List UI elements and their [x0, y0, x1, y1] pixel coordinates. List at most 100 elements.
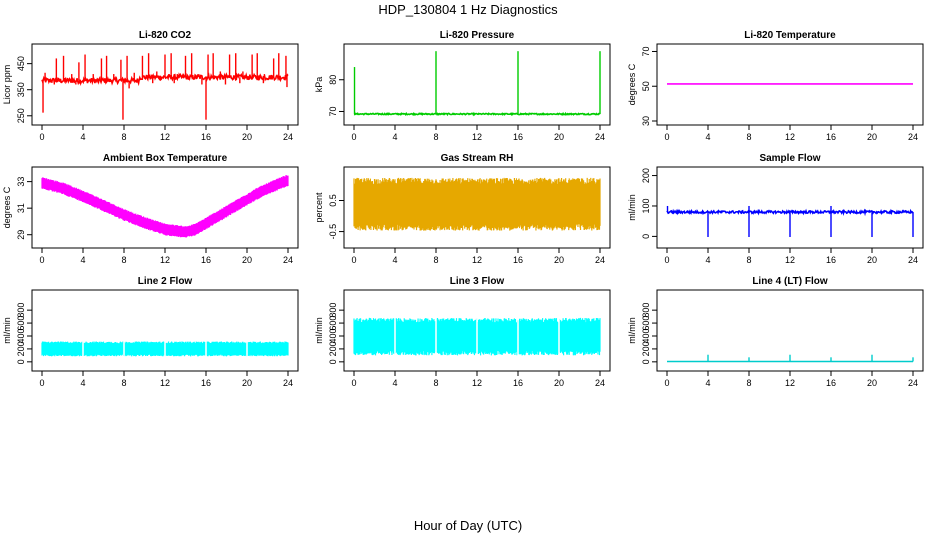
chart-panel: Line 2 Flow ml/min 0 4 8 12 16 20 24 0 20040060080…: [2, 276, 299, 388]
y-tick-label: 80: [328, 75, 338, 85]
x-tick-label: 24: [595, 378, 605, 388]
x-tick-label: 24: [283, 132, 293, 142]
x-tick-label: 4: [392, 132, 397, 142]
x-tick-label: 24: [283, 255, 293, 265]
y-tick-label: 800: [328, 303, 338, 318]
x-tick-label: 16: [826, 378, 836, 388]
data-series: [41, 175, 289, 238]
x-tick-label: 4: [705, 132, 710, 142]
y-tick-label: 0: [641, 359, 651, 364]
x-tick-label: 0: [39, 255, 44, 265]
chart-panel: Sample Flow ml/min 0 4 8 12 16 20 24 0 100 200: [627, 153, 924, 265]
x-tick-label: 16: [826, 132, 836, 142]
data-series: [353, 291, 601, 370]
data-series: [353, 177, 601, 231]
series-band: [353, 177, 601, 231]
x-tick-label: 4: [80, 132, 85, 142]
x-tick-label: 0: [351, 132, 356, 142]
x-tick-label: 16: [201, 378, 211, 388]
y-axis-label: ml/min: [314, 317, 324, 344]
y-tick-label: 400: [641, 328, 651, 343]
x-tick-label: 20: [867, 378, 877, 388]
y-tick-label: -0.5: [328, 224, 338, 240]
y-tick-label: 0.5: [328, 194, 338, 207]
x-tick-label: 4: [705, 378, 710, 388]
y-tick-label: 70: [328, 106, 338, 116]
y-tick-label: 70: [641, 46, 651, 56]
y-tick-label: 30: [641, 116, 651, 126]
y-tick-label: 250: [16, 108, 26, 123]
x-tick-label: 12: [785, 378, 795, 388]
data-series: [353, 51, 601, 117]
x-tick-label: 20: [867, 255, 877, 265]
x-tick-label: 8: [433, 255, 438, 265]
x-tick-label: 8: [121, 378, 126, 388]
x-tick-label: 8: [433, 378, 438, 388]
data-series: [666, 205, 914, 238]
chart-panel: Ambient Box Temperature degrees C 0 4 8 12 16 2…: [2, 153, 299, 265]
x-tick-label: 20: [554, 378, 564, 388]
chart-panel: Li-820 Pressure kPa 0 4 8 12 16 20 24 70 80: [314, 30, 611, 142]
x-tick-label: 20: [554, 132, 564, 142]
x-tick-label: 4: [80, 378, 85, 388]
x-tick-label: 20: [554, 255, 564, 265]
y-tick-label: 29: [16, 230, 26, 240]
panel-title: Line 3 Flow: [450, 276, 505, 287]
x-tick-label: 4: [392, 255, 397, 265]
x-tick-label: 12: [160, 378, 170, 388]
x-tick-label: 12: [472, 132, 482, 142]
x-tick-label: 12: [472, 378, 482, 388]
x-tick-label: 24: [595, 255, 605, 265]
chart-panel: Li-820 CO2 Licor ppm 0 4 8 12 16 20 24 250 350 450: [2, 30, 299, 142]
series-band: [41, 175, 289, 238]
x-tick-label: 4: [392, 378, 397, 388]
chart-panel: Li-820 Temperature degrees C 0 4 8 12 16 20 24 30…: [627, 30, 924, 142]
panel-title: Ambient Box Temperature: [103, 153, 228, 164]
y-axis-label: degrees C: [627, 63, 637, 105]
y-tick-label: 800: [641, 303, 651, 318]
x-tick-label: 12: [160, 132, 170, 142]
x-tick-label: 12: [785, 255, 795, 265]
y-tick-label: 0: [328, 359, 338, 364]
x-tick-label: 20: [242, 132, 252, 142]
x-tick-label: 16: [513, 255, 523, 265]
x-tick-label: 16: [201, 132, 211, 142]
x-tick-label: 0: [39, 132, 44, 142]
y-tick-label: 350: [16, 82, 26, 97]
page-title: HDP_130804 1 Hz Diagnostics: [378, 2, 558, 17]
x-tick-label: 0: [39, 378, 44, 388]
y-axis-label: ml/min: [627, 194, 637, 221]
chart-panel: Line 4 (LT) Flow ml/min 0 4 8 12 16 20 24 0 200400…: [627, 276, 924, 388]
y-axis-label: degrees C: [2, 186, 12, 228]
x-tick-label: 0: [664, 132, 669, 142]
x-tick-label: 16: [201, 255, 211, 265]
x-tick-label: 0: [351, 255, 356, 265]
y-tick-label: 200: [328, 341, 338, 356]
y-tick-label: 200: [641, 341, 651, 356]
x-tick-label: 8: [433, 132, 438, 142]
plot-frame: [343, 43, 611, 126]
y-tick-label: 600: [16, 316, 26, 331]
x-tick-label: 8: [746, 378, 751, 388]
chart-panel: Line 3 Flow ml/min 0 4 8 12 16 20 24 0 20040060080…: [314, 276, 611, 388]
y-tick-label: 400: [328, 328, 338, 343]
y-tick-label: 600: [328, 316, 338, 331]
x-tick-label: 12: [160, 255, 170, 265]
x-tick-label: 16: [826, 255, 836, 265]
y-tick-label: 0: [16, 359, 26, 364]
panel-title: Line 4 (LT) Flow: [752, 276, 828, 287]
x-tick-label: 24: [908, 378, 918, 388]
x-tick-label: 12: [785, 132, 795, 142]
y-tick-label: 800: [16, 303, 26, 318]
x-tick-label: 0: [664, 255, 669, 265]
data-series: [41, 53, 289, 120]
y-tick-label: 200: [641, 168, 651, 183]
panel-title: Gas Stream RH: [441, 153, 514, 164]
panel-title: Li-820 Temperature: [744, 30, 836, 41]
data-series: [667, 354, 914, 363]
x-tick-label: 20: [242, 378, 252, 388]
x-tick-label: 16: [513, 378, 523, 388]
x-tick-label: 4: [705, 255, 710, 265]
y-tick-label: 400: [16, 328, 26, 343]
